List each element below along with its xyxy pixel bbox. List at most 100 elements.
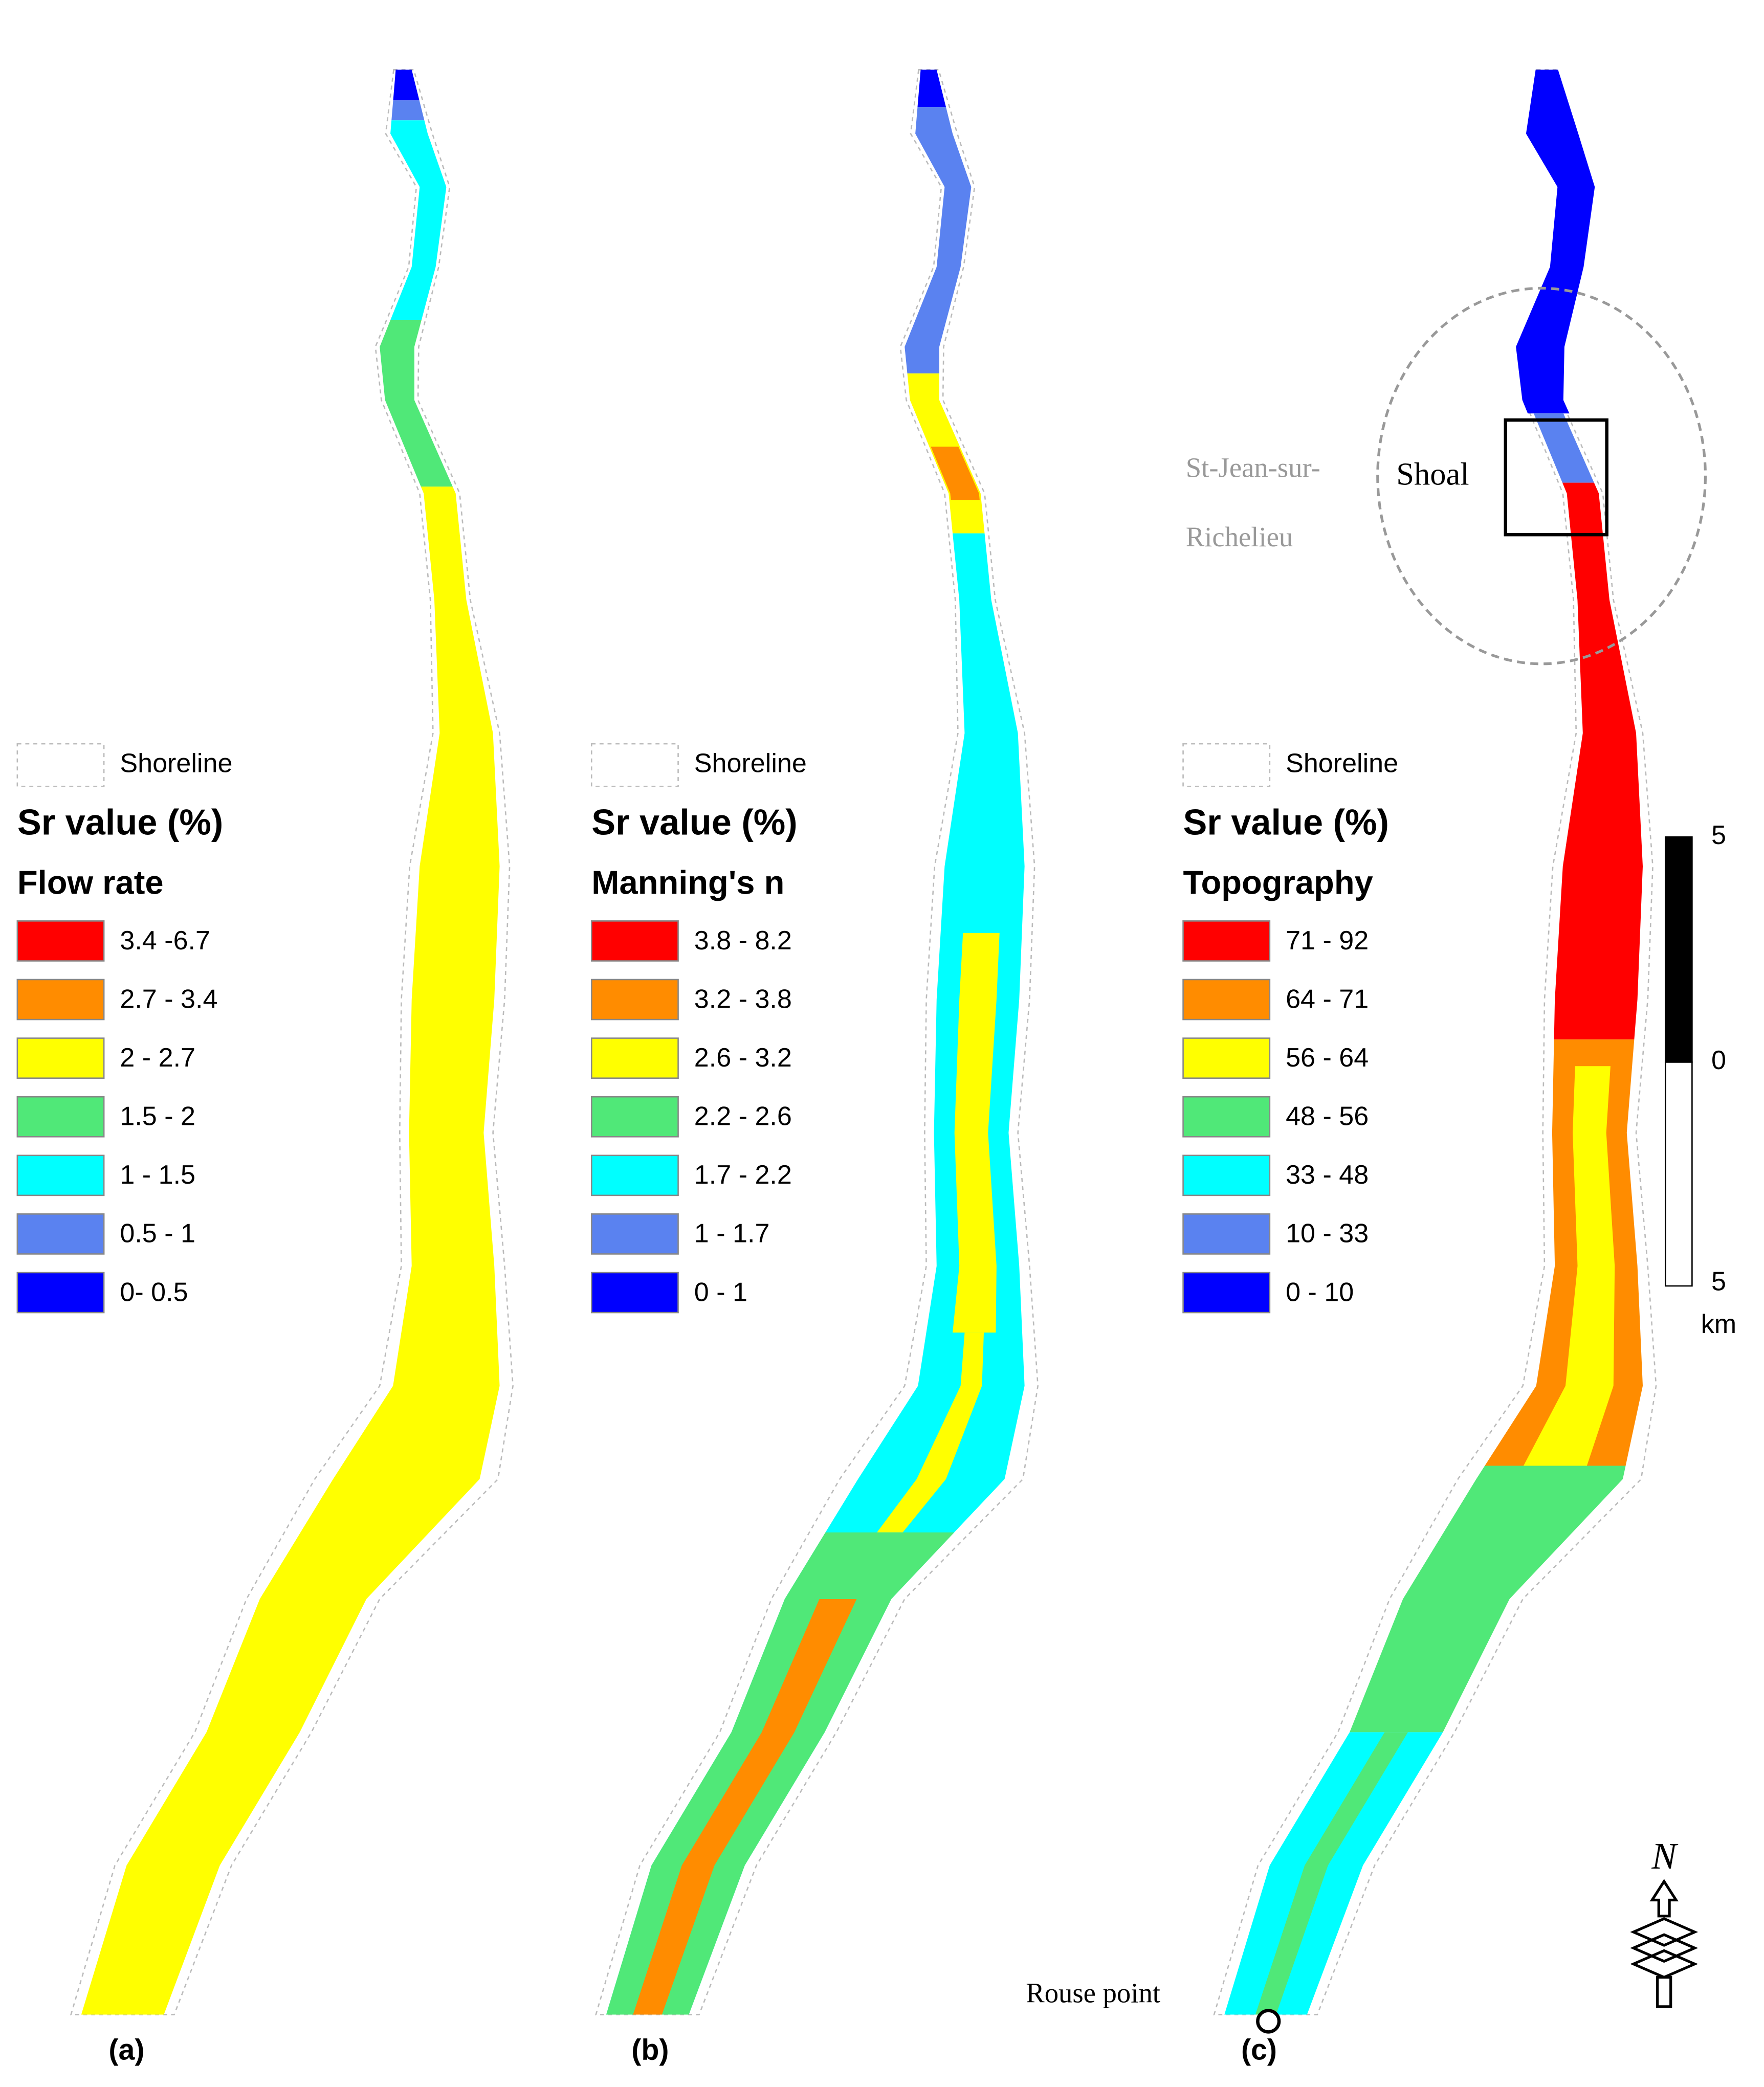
shoal-box <box>1504 418 1608 537</box>
legend-shoreline: Shoreline <box>120 748 232 778</box>
legend-swatch <box>590 1037 679 1079</box>
shoal-label: Shoal <box>1396 456 1469 492</box>
legend-swatch <box>590 920 679 962</box>
legend-label: 0.5 - 1 <box>120 1219 195 1249</box>
legend-swatch <box>590 1154 679 1196</box>
scale-bar-white <box>1664 1061 1693 1287</box>
river-segment <box>380 320 453 487</box>
north-arrow-base <box>1656 1975 1672 2008</box>
legend-swatch <box>1182 1154 1271 1196</box>
river-segment <box>1533 413 1594 483</box>
shoreline-swatch <box>16 743 105 787</box>
legend-swatch <box>16 920 105 962</box>
shoreline <box>70 69 514 2015</box>
north-arrow-layers <box>1630 1917 1699 1979</box>
study-area-circle <box>1376 286 1707 665</box>
river-segment <box>917 70 946 107</box>
north-arrow-head <box>1649 1879 1679 1918</box>
scale-label: 0 <box>1711 1046 1726 1075</box>
river-segment <box>391 100 425 121</box>
panel-label: (b) <box>631 2034 669 2067</box>
river-segment <box>877 1333 984 1533</box>
legend-shoreline: Shoreline <box>694 748 807 778</box>
panel-label: (a) <box>108 2034 144 2067</box>
legend: Shoreline Sr value (%) Manning's n 3.8 - 8.… <box>590 743 807 1314</box>
legend-swatch <box>1182 1213 1271 1255</box>
legend-subtitle: Manning's n <box>591 863 784 901</box>
legend-swatch <box>16 1154 105 1196</box>
rivers: (a) (b) (c) <box>70 69 1657 2067</box>
river-segment <box>1350 1466 1626 1733</box>
legend-swatch <box>590 979 679 1020</box>
rouse-point-label: Rouse point <box>1026 1978 1160 2009</box>
legend-label: 3.2 - 3.8 <box>694 984 792 1014</box>
shoreline-swatch <box>590 743 679 787</box>
river-segment <box>393 70 420 101</box>
legend-label: 56 - 64 <box>1286 1043 1369 1073</box>
legend-label: 0 - 1 <box>694 1277 747 1307</box>
legend-label: 71 - 92 <box>1286 926 1369 956</box>
river-segment <box>1516 70 1595 414</box>
river-segment <box>931 447 980 500</box>
legend-label: 48 - 56 <box>1286 1102 1369 1131</box>
river-segment <box>81 486 500 2015</box>
legend-swatch <box>16 1096 105 1138</box>
legend-label: 1 - 1.5 <box>120 1160 195 1190</box>
legend-label: 3.8 - 8.2 <box>694 926 792 956</box>
north-arrow: N <box>1630 1835 1699 2008</box>
legend-swatch <box>590 1096 679 1138</box>
town-label: Richelieu <box>1186 521 1293 552</box>
scale-label: 5 <box>1711 820 1726 850</box>
legend-swatch <box>1182 1096 1271 1138</box>
river-segment <box>1554 482 1643 1040</box>
legend-subtitle: Flow rate <box>17 863 164 901</box>
town-label: St-Jean-sur- <box>1186 452 1320 483</box>
legend-swatch <box>590 1272 679 1314</box>
legend-swatch <box>16 1213 105 1255</box>
legend-label: 1.7 - 2.2 <box>694 1160 792 1190</box>
legend-swatch <box>1182 979 1271 1020</box>
legend-subtitle: Topography <box>1183 863 1373 901</box>
north-label: N <box>1651 1835 1679 1877</box>
river-segment <box>1255 1732 1408 2015</box>
legend-label: 64 - 71 <box>1286 984 1369 1014</box>
legend-label: 2.7 - 3.4 <box>120 984 217 1014</box>
legend-swatch <box>16 979 105 1020</box>
legend-swatch <box>16 1037 105 1079</box>
legend-label: 0 - 10 <box>1286 1277 1354 1307</box>
legend-label: 10 - 33 <box>1286 1219 1369 1249</box>
legend-label: 33 - 48 <box>1286 1160 1369 1190</box>
panel-label: (c) <box>1241 2034 1277 2067</box>
river-segment <box>1523 1066 1615 1466</box>
legend: Shoreline Sr value (%) Topography 71 - 92 64… <box>1182 743 1398 1314</box>
shoreline-swatch <box>1182 743 1271 787</box>
legend-label: 2 - 2.7 <box>120 1043 195 1073</box>
legend-label: 3.4 -6.7 <box>120 926 210 956</box>
river-segment <box>633 1598 857 2015</box>
legend-swatch <box>1182 920 1271 962</box>
scale-unit: km <box>1701 1309 1736 1339</box>
legend-shoreline: Shoreline <box>1286 748 1398 778</box>
legend-label: 2.6 - 3.2 <box>694 1043 792 1073</box>
river-segment <box>953 933 1000 1333</box>
rouse-point-marker <box>1256 2009 1281 2034</box>
legend-title: Sr value (%) <box>591 802 797 842</box>
legends: Shoreline Sr value (%) Flow rate 3.4 -6.7 2.… <box>16 743 1398 1314</box>
scale-label: 5 <box>1711 1267 1726 1297</box>
legend-swatch <box>1182 1037 1271 1079</box>
legend: Shoreline Sr value (%) Flow rate 3.4 -6.7 2.… <box>16 743 232 1314</box>
legend-swatch <box>1182 1272 1271 1314</box>
legend-swatch <box>590 1213 679 1255</box>
river-segment <box>905 107 972 374</box>
legend-swatch <box>16 1272 105 1314</box>
scale-bar-black <box>1664 836 1693 1063</box>
legend-label: 1 - 1.7 <box>694 1219 770 1249</box>
legend-title: Sr value (%) <box>1183 802 1389 842</box>
legend-label: 0- 0.5 <box>120 1277 188 1307</box>
shoreline <box>595 69 1039 2015</box>
shoreline <box>1213 69 1657 2015</box>
legend-label: 1.5 - 2 <box>120 1102 195 1131</box>
river-segment <box>390 120 447 320</box>
legend-label: 2.2 - 2.6 <box>694 1102 792 1131</box>
